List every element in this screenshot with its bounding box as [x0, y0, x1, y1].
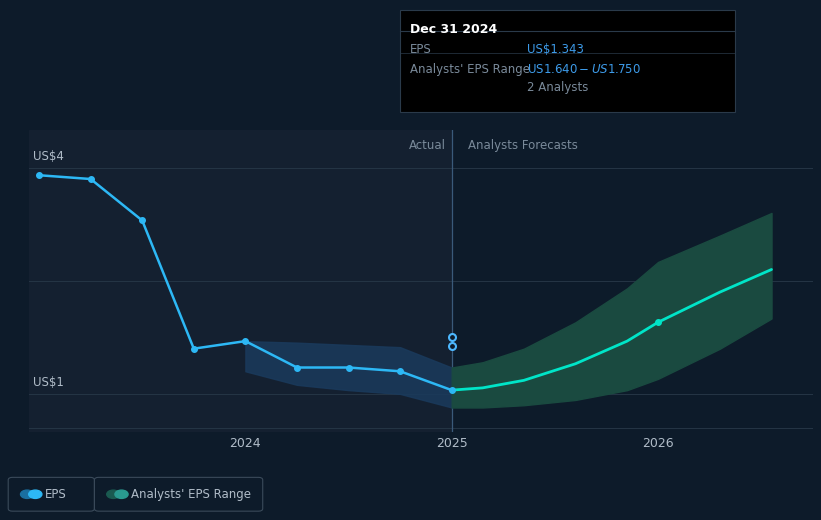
Bar: [29, 130, 452, 432]
Text: EPS: EPS: [410, 43, 431, 56]
Text: Dec 31 2024: Dec 31 2024: [410, 23, 497, 36]
Text: Actual: Actual: [409, 139, 446, 152]
Text: US$1.343: US$1.343: [527, 43, 584, 56]
Text: US$4: US$4: [33, 150, 64, 163]
Text: 2 Analysts: 2 Analysts: [527, 81, 589, 94]
Text: US$1: US$1: [33, 376, 64, 389]
Text: Analysts' EPS Range: Analysts' EPS Range: [410, 63, 530, 76]
Text: EPS: EPS: [45, 488, 67, 501]
Text: US$1.640 - US$1.750: US$1.640 - US$1.750: [527, 63, 641, 76]
Text: Analysts' EPS Range: Analysts' EPS Range: [131, 488, 251, 501]
Text: Analysts Forecasts: Analysts Forecasts: [468, 139, 578, 152]
